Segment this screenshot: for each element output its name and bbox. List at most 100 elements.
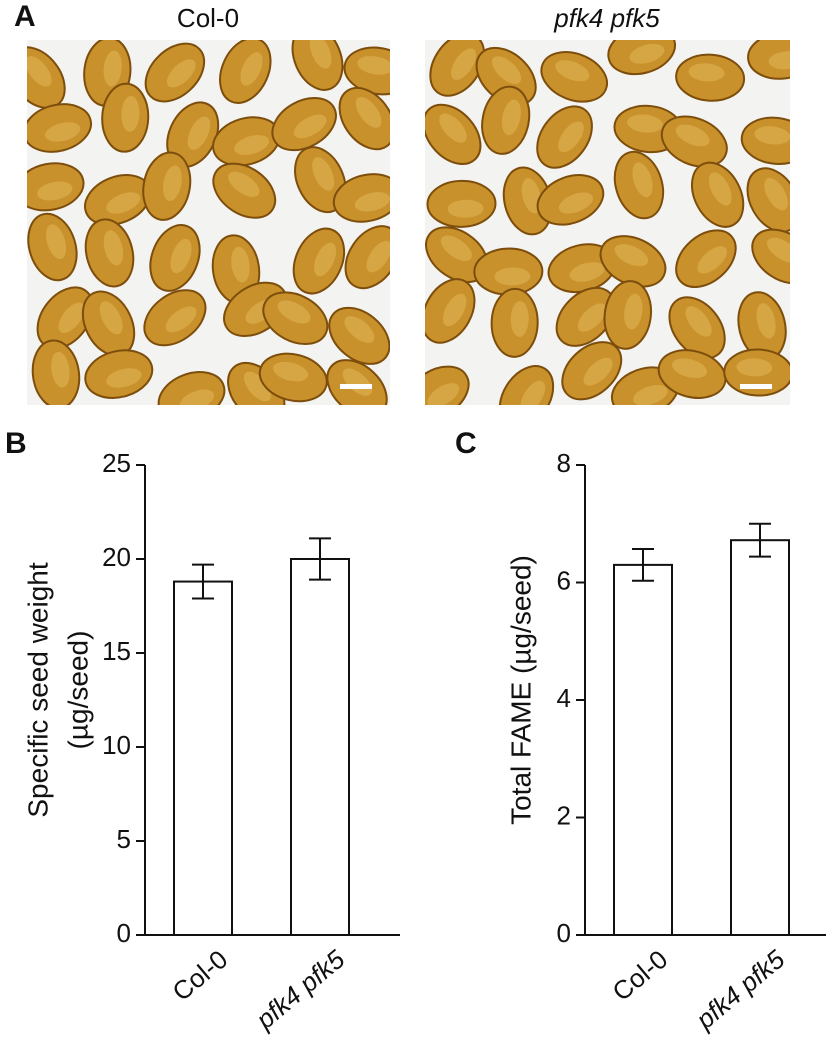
y-tick-label: 20: [102, 542, 131, 572]
seed-highlight: [736, 358, 773, 377]
bar: [173, 580, 233, 936]
seed-highlight: [685, 306, 712, 337]
y-axis-label: Specific seed weight: [22, 562, 53, 817]
seed-highlight: [355, 96, 382, 128]
seed-highlight: [558, 121, 584, 153]
seed-highlight: [179, 389, 215, 405]
seed-highlight: [754, 126, 790, 145]
seed-highlight: [166, 59, 196, 88]
seed-highlight: [633, 384, 668, 405]
y-tick-label: 8: [557, 448, 571, 478]
seed-highlight: [439, 113, 467, 143]
seed-highlight: [103, 50, 122, 87]
seed-highlight: [440, 235, 472, 262]
seed-highlight: [272, 361, 309, 382]
seed-highlight: [27, 56, 52, 87]
seed-highlight: [344, 316, 375, 343]
y-axis-label: Total FAME (µg/seed): [505, 555, 536, 825]
seed-highlight: [632, 162, 653, 198]
seed-highlight: [228, 171, 260, 197]
seed-highlight: [357, 55, 390, 75]
seed-highlight: [58, 302, 85, 334]
seed-highlight: [170, 238, 192, 274]
seed-highlight: [240, 52, 263, 86]
panel-label: A: [14, 0, 36, 33]
seed-highlight: [293, 114, 327, 139]
seed-highlight: [231, 246, 250, 283]
seed-highlight: [162, 165, 182, 201]
y-tick-label: 10: [102, 730, 131, 760]
image-title: pfk4 pfk5: [553, 3, 660, 33]
seed-highlight: [51, 351, 70, 388]
seed-highlight: [277, 300, 311, 324]
seed-highlight: [314, 242, 337, 277]
seed-highlight: [442, 293, 467, 327]
seed-highlight: [756, 303, 776, 339]
seed-highlight: [491, 56, 522, 84]
seed-highlight: [629, 43, 665, 64]
seed-highlight: [106, 368, 142, 388]
seed-highlight: [520, 380, 546, 405]
seed-highlight: [494, 267, 531, 286]
panel-label: C: [455, 427, 477, 460]
seed-highlight: [312, 157, 335, 191]
y-tick-label: 25: [102, 448, 131, 478]
seed-highlight: [45, 122, 81, 142]
image-title: Col-0: [177, 3, 239, 33]
seed-highlight: [577, 303, 607, 332]
x-tick-label: Col-0: [606, 944, 673, 1007]
seed-highlight: [624, 293, 643, 330]
seed-highlight: [451, 48, 477, 80]
y-tick-label: 4: [557, 683, 571, 713]
error-bar: [309, 537, 331, 581]
seed-highlight: [521, 178, 542, 214]
x-tick-label: Col-0: [166, 944, 233, 1007]
seed-highlight: [627, 114, 663, 133]
photo: [27, 40, 390, 405]
seed-highlight: [103, 230, 124, 266]
y-axis-label: (µg/seed): [62, 631, 93, 750]
y-tick-label: 15: [102, 636, 131, 666]
seed-highlight: [187, 116, 211, 150]
seed-highlight: [45, 224, 67, 260]
seed-highlight: [165, 306, 197, 333]
seed-highlight: [583, 357, 613, 386]
seed-highlight: [569, 262, 605, 282]
seed-highlight: [99, 301, 123, 335]
seed-highlight: [234, 134, 270, 156]
x-tick-label: pfk4 pfk5: [249, 944, 350, 1036]
y-tick-label: 0: [117, 918, 131, 948]
bar: [613, 563, 673, 936]
error-bar: [632, 548, 654, 582]
seed-highlight: [555, 60, 590, 82]
seed-highlight: [764, 177, 788, 211]
error-bar: [192, 563, 214, 600]
seed-highlight: [309, 40, 332, 69]
seed-highlight: [427, 383, 460, 405]
y-tick-label: 6: [557, 565, 571, 595]
scale-bar: [340, 384, 372, 389]
y-tick-label: 2: [557, 800, 571, 830]
x-tick-label: pfk4 pfk5: [689, 944, 790, 1036]
seeds: [425, 40, 790, 405]
seed-highlight: [121, 95, 140, 132]
seed-highlight: [243, 371, 271, 402]
y-tick-label: 5: [117, 824, 131, 854]
seed-highlight: [366, 240, 390, 273]
seed-highlight: [697, 246, 728, 274]
seed-highlight: [614, 244, 649, 267]
error-bar: [749, 522, 771, 558]
seed-highlight: [767, 237, 790, 263]
seed-highlight: [558, 192, 594, 214]
seed-highlight: [354, 192, 390, 212]
seed-highlight: [447, 199, 484, 218]
seed-highlight: [106, 192, 141, 214]
seed-highlight: [768, 51, 790, 70]
panel-label: B: [5, 427, 27, 460]
bar: [730, 539, 790, 936]
seed-highlight: [501, 99, 521, 136]
seed-highlight: [675, 124, 710, 147]
seed-highlight: [37, 181, 73, 201]
